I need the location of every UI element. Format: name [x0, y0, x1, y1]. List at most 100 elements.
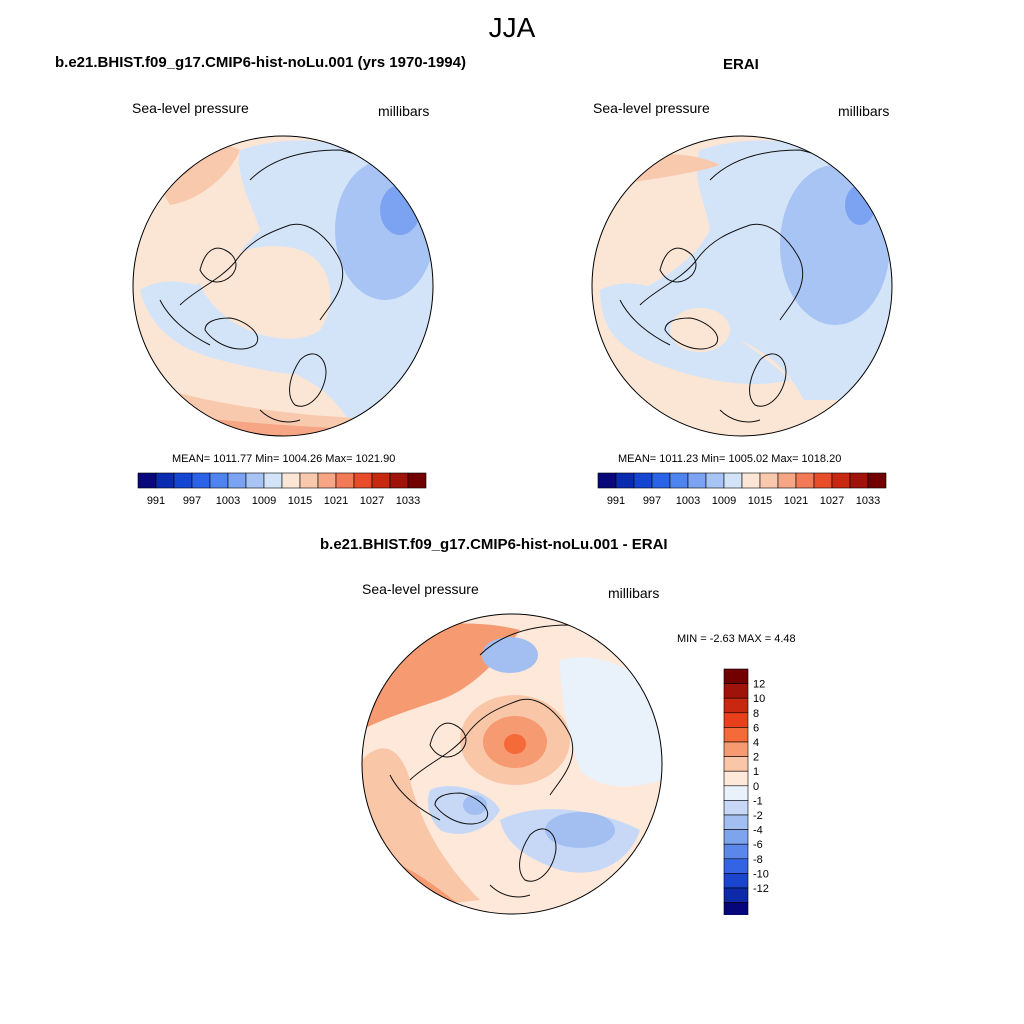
colorbar-swatch — [335, 472, 355, 489]
colorbar-swatch — [723, 829, 749, 845]
panel1-stats: MEAN= 1011.77 Min= 1004.26 Max= 1021.90 — [172, 453, 396, 465]
colorbar-swatch — [723, 756, 749, 772]
colorbar-swatch — [705, 472, 725, 489]
colorbar-swatch — [137, 472, 157, 489]
panel2-title: ERAI — [723, 56, 759, 73]
colorbar-swatch — [245, 472, 265, 489]
colorbar-swatch — [597, 472, 617, 489]
colorbar-tick-label: -1 — [753, 795, 763, 807]
colorbar-swatch — [723, 770, 749, 787]
map-model-border — [132, 135, 434, 437]
colorbar-swatch — [723, 858, 749, 874]
colorbar-swatch — [723, 785, 749, 801]
colorbar-tick-label: -4 — [753, 825, 763, 837]
colorbar-swatch — [867, 472, 887, 489]
colorbar-tick-label: 1021 — [784, 495, 808, 507]
colorbar-tick-label: 10 — [753, 693, 765, 705]
colorbar-swatch — [615, 472, 635, 489]
colorbar-swatch — [723, 873, 749, 889]
colorbar-swatch — [723, 741, 749, 757]
colorbar-tick-label: 1003 — [676, 495, 700, 507]
colorbar-tick-label: 1003 — [216, 495, 240, 507]
colorbar-tick-label: 1015 — [748, 495, 772, 507]
colorbar-swatch — [723, 814, 749, 830]
colorbar-swatch — [723, 902, 749, 915]
colorbar-tick-label: -6 — [753, 839, 763, 851]
colorbar-tick-label: 1009 — [252, 495, 276, 507]
page-title: JJA — [488, 12, 536, 43]
map-difference-border — [361, 613, 663, 915]
colorbar-swatch — [209, 472, 229, 489]
colorbar-tick-label: -2 — [753, 810, 763, 822]
map-erai-slp — [592, 136, 892, 436]
colorbar-swatch — [741, 472, 761, 489]
colorbar-swatch — [633, 472, 653, 489]
panel3-units-label: millibars — [608, 585, 660, 601]
colorbar-swatch — [723, 727, 749, 743]
colorbar-tick-label: 1021 — [324, 495, 348, 507]
colorbar-swatch — [371, 472, 391, 489]
colorbar-tick-label: 997 — [643, 495, 661, 507]
colorbar-swatch — [389, 472, 409, 489]
colorbar-swatch — [723, 668, 749, 684]
colorbar-swatch — [227, 472, 247, 489]
colorbar-swatch — [407, 472, 427, 489]
colorbar-tick-label: 997 — [183, 495, 201, 507]
panel3-title: b.e21.BHIST.f09_g17.CMIP6-hist-noLu.001 … — [320, 536, 668, 553]
colorbar-tick-label: -10 — [753, 868, 769, 880]
colorbar-swatch — [723, 887, 749, 903]
colorbar-tick-label: -8 — [753, 854, 763, 866]
colorbar-erai: 991 997 1003 1009 1015 1021 1027 1033 — [597, 472, 887, 507]
panel2-units-label: millibars — [838, 103, 890, 119]
colorbar-swatch — [723, 800, 749, 816]
panel2-stats: MEAN= 1011.23 Min= 1005.02 Max= 1018.20 — [618, 453, 842, 465]
colorbar-tick-label: -12 — [753, 883, 769, 895]
colorbar-swatch — [669, 472, 689, 489]
colorbar-tick-label: 991 — [607, 495, 625, 507]
colorbar-swatch — [723, 712, 749, 728]
colorbar-tick-label: 1027 — [360, 495, 384, 507]
map-difference-slp — [362, 614, 662, 914]
panel2-variable-label: Sea-level pressure — [593, 100, 710, 116]
colorbar-swatch — [651, 472, 671, 489]
colorbar-swatch — [831, 472, 851, 489]
colorbar-tick-label: 8 — [753, 708, 759, 720]
colorbar-tick-label: 1027 — [820, 495, 844, 507]
panel1-title: b.e21.BHIST.f09_g17.CMIP6-hist-noLu.001 … — [55, 54, 466, 71]
colorbar-swatch — [849, 472, 869, 489]
panel1-units-label: millibars — [378, 103, 430, 119]
colorbar-tick-label: 1009 — [712, 495, 736, 507]
colorbar-tick-label: 0 — [753, 781, 759, 793]
colorbar-swatch — [795, 472, 815, 489]
colorbar-swatch — [687, 472, 707, 489]
colorbar-swatch — [723, 683, 749, 699]
colorbar-swatch — [281, 472, 301, 489]
colorbar-tick-label: 1015 — [288, 495, 312, 507]
colorbar-swatch — [813, 472, 833, 489]
colorbar-swatch — [723, 472, 743, 489]
colorbar-tick-label: 12 — [753, 679, 765, 691]
colorbar-tick-label: 991 — [147, 495, 165, 507]
colorbar-tick-label: 1033 — [856, 495, 880, 507]
colorbar-swatch — [759, 472, 779, 489]
colorbar-swatch — [299, 472, 319, 489]
panel3-variable-label: Sea-level pressure — [362, 581, 479, 597]
colorbar-tick-label: 1033 — [396, 495, 420, 507]
colorbar-tick-label: 4 — [753, 737, 759, 749]
colorbar-swatch — [353, 472, 373, 489]
map-erai-border — [591, 135, 893, 437]
colorbar-swatch — [317, 472, 337, 489]
map-model-slp — [133, 136, 433, 436]
colorbar-model: 991 997 1003 1009 1015 1021 1027 1033 — [137, 472, 427, 507]
colorbar-tick-label: 1 — [753, 766, 759, 778]
colorbar-tick-label: 6 — [753, 722, 759, 734]
colorbar-swatch — [191, 472, 211, 489]
panel3-stats: MIN = -2.63 MAX = 4.48 — [677, 633, 796, 645]
colorbar-swatch — [173, 472, 193, 489]
colorbar-swatch — [723, 843, 749, 860]
panel1-variable-label: Sea-level pressure — [132, 100, 249, 116]
colorbar-swatch — [155, 472, 175, 489]
colorbar-tick-label: 2 — [753, 752, 759, 764]
